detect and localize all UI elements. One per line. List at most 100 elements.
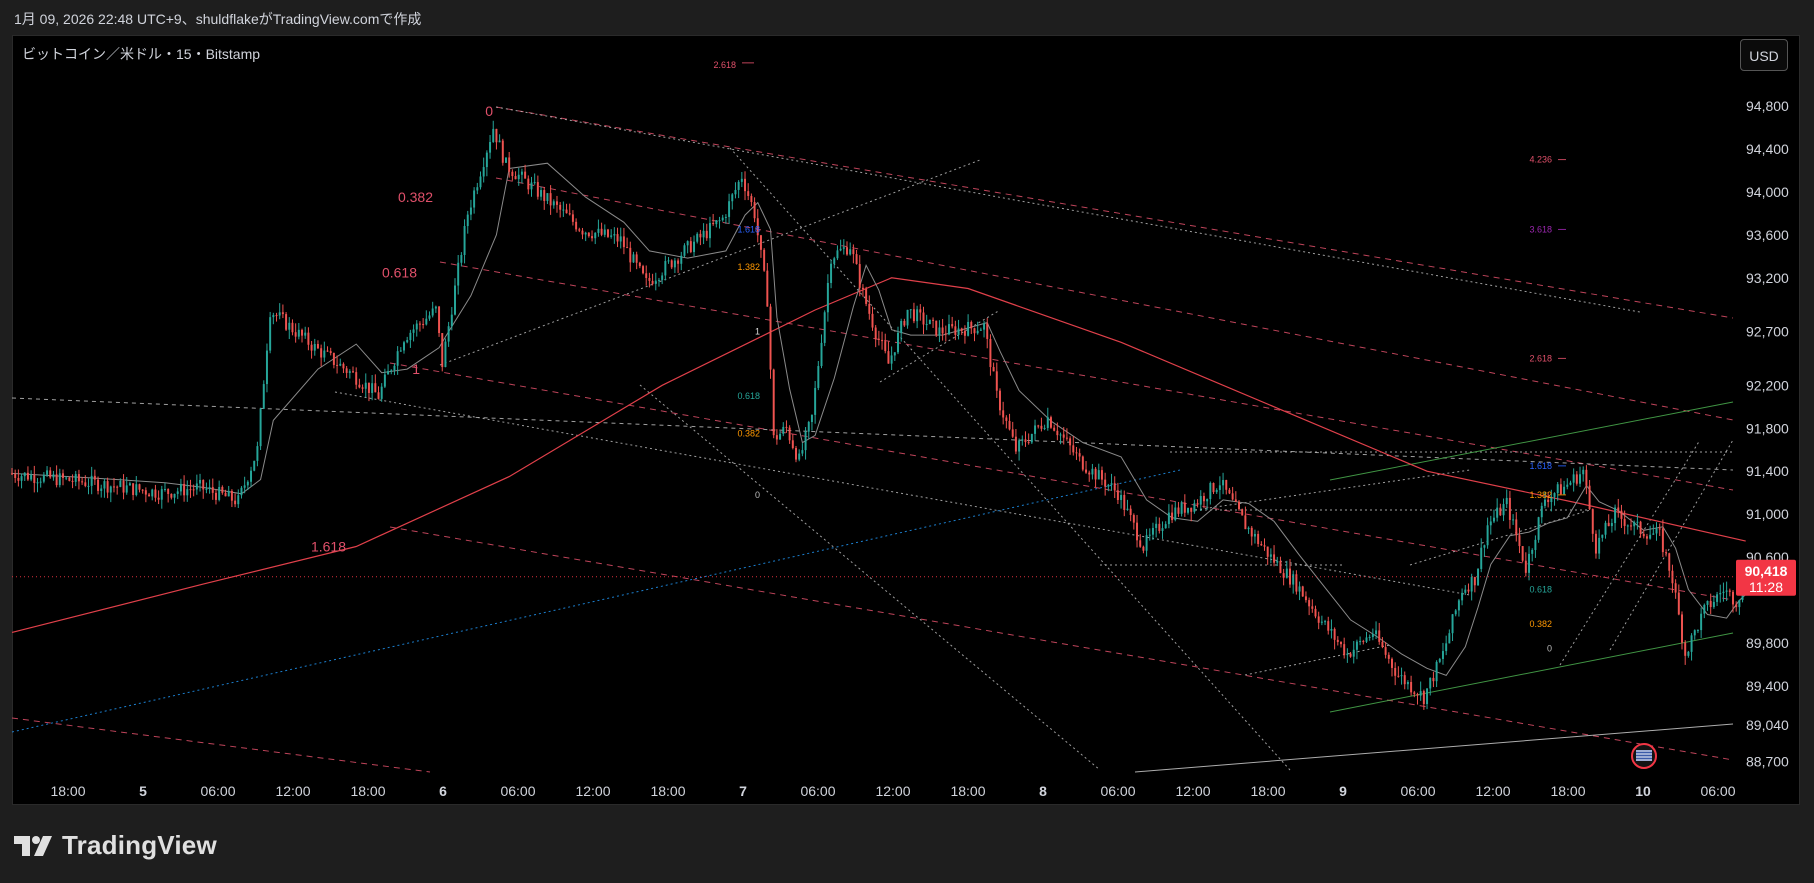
candle-body <box>227 490 230 497</box>
candle-body <box>1202 496 1205 502</box>
candle-body <box>160 489 163 500</box>
candle-body <box>1636 521 1639 523</box>
candle-body <box>342 363 345 369</box>
candle-body <box>1158 523 1161 531</box>
candle-body <box>186 489 189 496</box>
candle-body <box>1591 509 1594 534</box>
candle-body <box>1378 630 1381 642</box>
candle-body <box>1056 430 1059 436</box>
candle-body <box>167 489 170 494</box>
candle-body <box>973 328 976 334</box>
candle-body <box>332 353 335 365</box>
candle-body <box>613 234 616 236</box>
candle-body <box>1681 614 1683 643</box>
candle-body <box>1346 653 1349 656</box>
candle-body <box>304 332 307 336</box>
candle-body <box>1193 503 1196 512</box>
candle-body <box>546 193 549 201</box>
candle-body <box>858 264 861 288</box>
candle-body <box>1234 499 1237 502</box>
candle-body <box>473 190 476 208</box>
candle-body <box>559 204 562 210</box>
candle-body <box>396 351 399 366</box>
fib-level-label: 0.382 <box>1529 619 1552 629</box>
candle-body <box>584 232 587 235</box>
candle-body <box>1317 616 1320 623</box>
y-tick-label: 91,800 <box>1746 420 1789 436</box>
trendline <box>639 384 1101 771</box>
candle-body <box>1266 546 1269 557</box>
candle-body <box>30 474 33 480</box>
candle-body <box>1081 456 1084 470</box>
candle-body <box>1190 507 1193 512</box>
candle-body <box>1049 417 1052 428</box>
candle-body <box>390 370 393 372</box>
candle-body <box>476 187 479 191</box>
candle-body <box>415 323 418 330</box>
candle-body <box>326 350 329 352</box>
candle-body <box>240 487 243 496</box>
trendline <box>1244 644 1391 676</box>
candle-body <box>68 477 71 481</box>
currency-button[interactable]: USD <box>1740 39 1788 71</box>
candle-body <box>1085 469 1088 473</box>
candle-body <box>1492 517 1495 522</box>
candle-body <box>1206 499 1209 502</box>
candle-body <box>654 280 657 284</box>
candle-body <box>109 486 112 493</box>
candle-body <box>775 435 778 440</box>
candle-body <box>1700 613 1703 631</box>
candle-body <box>747 191 750 196</box>
candle-body <box>979 329 982 331</box>
candle-body <box>842 247 845 249</box>
chart-panel[interactable] <box>12 35 1800 805</box>
candle-body <box>33 474 36 484</box>
candle-body <box>673 260 676 268</box>
candle-body <box>1429 677 1432 689</box>
channel-line <box>495 177 1734 421</box>
candle-body <box>1183 502 1186 513</box>
x-tick-label: 06:00 <box>1400 783 1435 799</box>
candle-body <box>635 254 638 263</box>
fib-level-label: 0.382 <box>398 189 433 205</box>
candle-body <box>1483 545 1486 548</box>
candle-body <box>211 487 214 493</box>
candle-body <box>1336 639 1339 642</box>
candle-body <box>1432 677 1435 682</box>
candle-body <box>1438 658 1441 662</box>
candle-body <box>594 232 597 239</box>
candle-body <box>1333 628 1336 640</box>
candle-body <box>1617 507 1620 511</box>
candle-body <box>839 248 842 251</box>
channel-line <box>495 106 1734 319</box>
channel-line <box>389 526 1734 761</box>
candle-body <box>1524 560 1527 573</box>
candle-body <box>355 372 358 385</box>
candle-body <box>1330 628 1333 631</box>
candle-body <box>552 201 555 206</box>
candle-body <box>1151 527 1154 535</box>
candle-body <box>469 207 472 215</box>
candle-body <box>648 277 651 281</box>
candle-body <box>721 217 724 221</box>
candle-body <box>948 324 950 335</box>
candle-body <box>683 245 686 256</box>
candle-body <box>358 384 361 388</box>
candle-body <box>119 480 122 487</box>
candle-body <box>1075 452 1078 454</box>
candle-body <box>629 247 632 263</box>
candle-body <box>708 222 711 239</box>
candle-body <box>1222 480 1225 486</box>
last-price-tag <box>1736 559 1796 596</box>
candle-body <box>135 484 138 495</box>
candle-body <box>699 233 702 238</box>
candle-body <box>1110 483 1113 485</box>
candle-body <box>1652 533 1655 535</box>
fib-level-label: 1.382 <box>737 262 760 272</box>
candle-body <box>670 260 673 268</box>
candle-body <box>291 322 294 333</box>
candle-body <box>954 326 957 335</box>
candle-body <box>1349 653 1352 657</box>
x-tick-label: 12:00 <box>275 783 310 799</box>
